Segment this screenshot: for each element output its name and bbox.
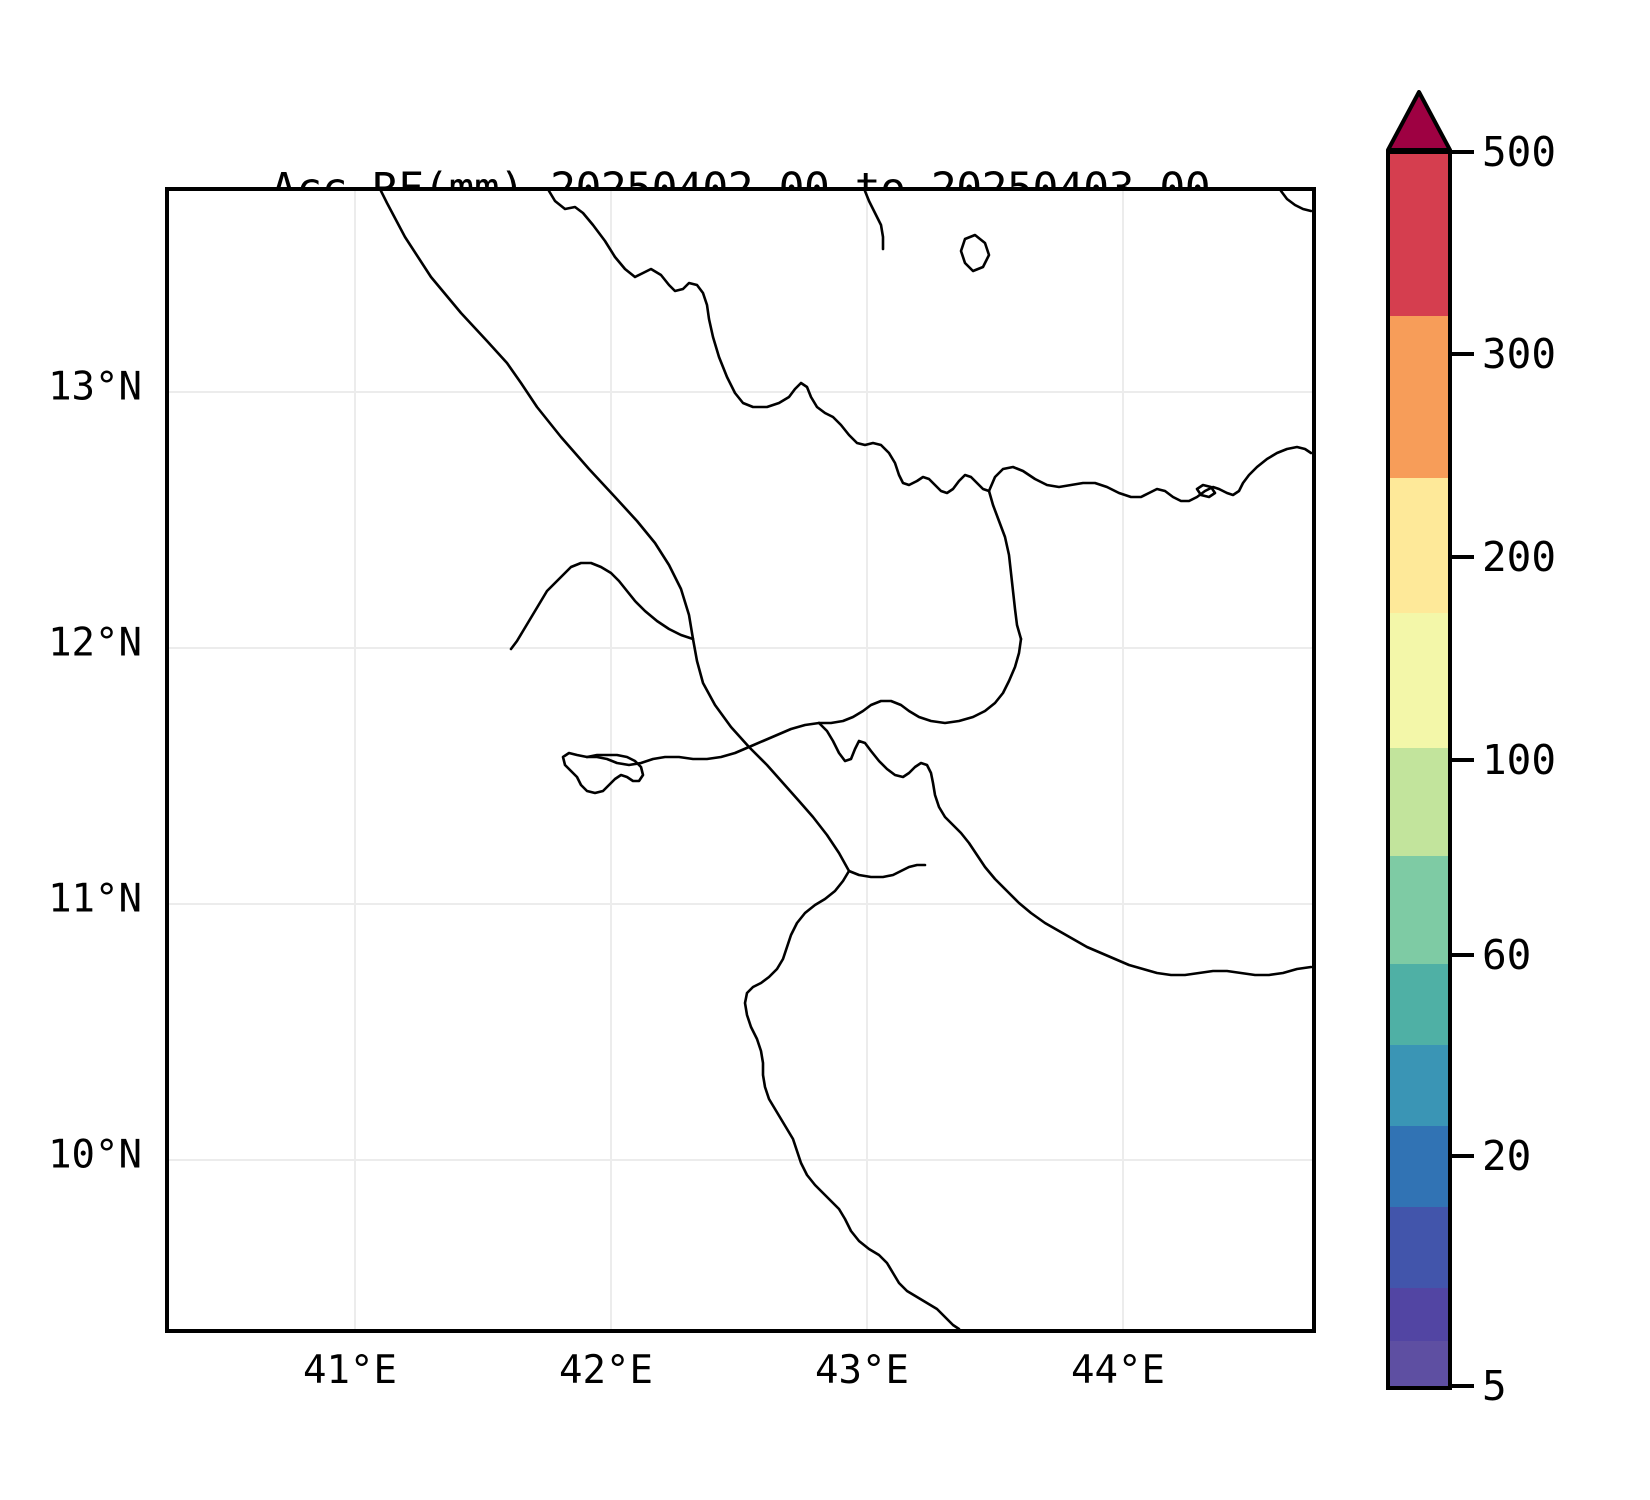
y-tick-label-12N: 12°N bbox=[48, 620, 142, 666]
colorbar-ticklabel-100: 100 bbox=[1482, 736, 1557, 784]
colorbar-ticklabel-300: 300 bbox=[1482, 330, 1557, 378]
colorbar-ticklabel-20: 20 bbox=[1482, 1132, 1532, 1180]
colorbar-segment-200-250 bbox=[1390, 613, 1448, 748]
x-tick-label-42E: 42°E bbox=[559, 1348, 653, 1393]
colorbar-gradient bbox=[1386, 150, 1452, 1390]
gridline-lon-41 bbox=[354, 191, 356, 1329]
x-tick-label-41E: 41°E bbox=[303, 1348, 397, 1393]
colorbar-tick-200 bbox=[1452, 555, 1474, 559]
colorbar-segment-300-400 bbox=[1390, 316, 1448, 478]
colorbar-tick-100 bbox=[1452, 758, 1474, 762]
colorbar-tick-60 bbox=[1452, 953, 1474, 957]
gridline-lon-43 bbox=[866, 191, 868, 1329]
colorbar-segment-150-200 bbox=[1390, 748, 1448, 856]
x-tick-label-44E: 44°E bbox=[1071, 1348, 1165, 1393]
x-tick-label-43E: 43°E bbox=[815, 1348, 909, 1393]
colorbar-segment-250-300 bbox=[1390, 478, 1448, 613]
colorbar-ticklabel-60: 60 bbox=[1482, 931, 1532, 979]
colorbar-segment-400-500 bbox=[1390, 154, 1448, 316]
colorbar-segment-50-60 bbox=[1390, 1126, 1448, 1207]
map-clip bbox=[169, 191, 1312, 1329]
colorbar-tick-20 bbox=[1452, 1154, 1474, 1158]
gridline-lat-12 bbox=[169, 647, 1312, 649]
colorbar-tick-500 bbox=[1452, 150, 1474, 154]
gridline-lon-44 bbox=[1122, 191, 1124, 1329]
colorbar-segment-100-150 bbox=[1390, 856, 1448, 964]
map-panel bbox=[165, 187, 1316, 1333]
y-tick-label-11N: 11°N bbox=[48, 876, 142, 922]
colorbar-segment-60-80 bbox=[1390, 1045, 1448, 1126]
colorbar-ticklabel-200: 200 bbox=[1482, 533, 1557, 581]
colorbar bbox=[1386, 90, 1452, 1390]
colorbar-segment-20-35 bbox=[1390, 1288, 1448, 1341]
colorbar-segment-35-50 bbox=[1390, 1207, 1448, 1288]
colorbar-tick-300 bbox=[1452, 352, 1474, 356]
colorbar-extend-arrow bbox=[1386, 90, 1452, 152]
y-tick-label-10N: 10°N bbox=[48, 1132, 142, 1178]
colorbar-tick-5 bbox=[1452, 1384, 1474, 1388]
gridline-lat-13 bbox=[169, 391, 1312, 393]
coastline-layer bbox=[379, 191, 1312, 1329]
colorbar-segment-80-100 bbox=[1390, 964, 1448, 1045]
colorbar-segment-5-20 bbox=[1390, 1341, 1448, 1386]
gridline-lat-10 bbox=[169, 1159, 1312, 1161]
colorbar-ticklabel-500: 500 bbox=[1482, 128, 1557, 176]
gridline-lat-11 bbox=[169, 903, 1312, 905]
y-tick-label-13N: 13°N bbox=[48, 364, 142, 410]
colorbar-ticklabel-5: 5 bbox=[1482, 1362, 1507, 1410]
